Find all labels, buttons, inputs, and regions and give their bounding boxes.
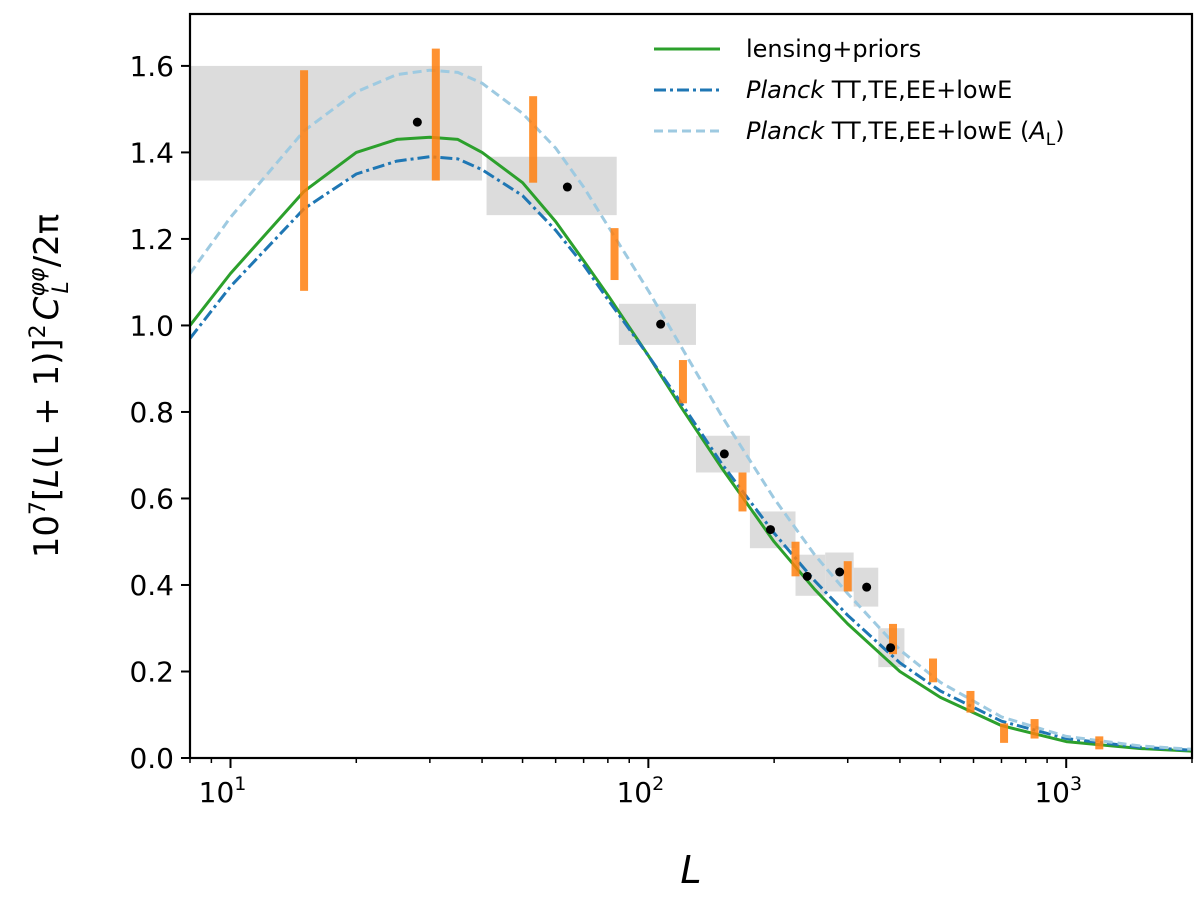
x-tick-label-base-0: 10 (199, 776, 235, 809)
legend-label-lensing-priors-text: lensing+priors (746, 35, 921, 63)
orange-errorbar-6 (791, 541, 800, 577)
y-axis-label: 107[L(L + 1)]2CφφL/2π (25, 214, 74, 559)
orange-errorbar-9 (929, 658, 938, 683)
orange-errorbar-11 (1000, 723, 1009, 743)
data-point-5 (802, 571, 812, 581)
orange-errorbar-4 (678, 360, 687, 404)
orange-errorbar-5 (738, 472, 747, 512)
orange-errorbar-1 (431, 48, 440, 181)
orange-errorbar-3 (610, 228, 619, 281)
data-point-3 (719, 449, 729, 459)
data-points-layer (412, 117, 896, 653)
legend-label-planck-text: TT,TE,EE+lowE (824, 76, 1012, 104)
y-label-cl-sup: φφ (25, 267, 50, 297)
legend-label-planck-al-var: A (1027, 117, 1045, 145)
x-tick-label-exp-2: 3 (1070, 773, 1082, 795)
data-point-6 (835, 567, 845, 577)
x-axis-label: L (680, 848, 701, 892)
legend-label-planck-italic: Planck (746, 76, 825, 104)
legend-label-planck-al-close: ) (1055, 117, 1064, 145)
orange-errorbar-12 (1030, 719, 1039, 739)
y-tick-label-7: 1.4 (129, 136, 174, 169)
y-tick-label-3: 0.6 (129, 482, 174, 515)
y-label-prefix: 10 (27, 515, 67, 558)
y-tick-label-0: 0.0 (129, 742, 174, 775)
data-point-2 (656, 319, 666, 329)
legend-label-planck-al-text: TT,TE,EE+lowE ( (824, 117, 1029, 145)
x-tick-label-2: 103 (1034, 773, 1082, 809)
model-curves-layer (190, 68, 1192, 753)
data-point-7 (862, 582, 872, 592)
y-label-tail: /2π (27, 214, 67, 268)
data-point-1 (562, 182, 572, 192)
y-tick-label-5: 1.0 (129, 309, 174, 342)
y-tick-label-4: 0.8 (129, 396, 174, 429)
orange-errorbar-2 (529, 96, 538, 183)
y-label-cl: C (27, 296, 67, 320)
data-point-4 (765, 525, 775, 535)
y-label-paren-open: ( (27, 456, 67, 469)
orange-errorbar-0 (300, 70, 309, 291)
y-tick-label-8: 1.6 (129, 50, 174, 83)
legend-label-planck: Planck TT,TE,EE+lowE (746, 76, 1012, 104)
series-line-lensing (190, 135, 1192, 753)
x-tick-label-1: 102 (616, 773, 664, 809)
legend-label-planck-al-sub: L (1046, 130, 1056, 150)
y-tick-label-6: 1.2 (129, 223, 174, 256)
series-line-planckAL (190, 68, 1192, 751)
legend-label-lensing-priors: lensing+priors (746, 35, 921, 63)
y-label-inner: L + 1 (27, 365, 67, 456)
orange-errorbar-13 (1095, 736, 1104, 750)
orange-errorbar-10 (966, 690, 975, 713)
data-point-0 (412, 117, 422, 127)
plot-frame (188, 12, 1194, 760)
x-tick-label-exp-1: 2 (652, 773, 664, 795)
y-label-bracket-open: [ (27, 488, 67, 501)
orange-errorbar-8 (888, 623, 897, 655)
x-tick-label-base-2: 10 (1034, 776, 1070, 809)
data-point-8 (886, 643, 896, 653)
legend-label-planck-al-italic: Planck (746, 117, 825, 145)
x-tick-label-exp-0: 1 (234, 773, 246, 795)
errorbars-layer (300, 48, 1104, 750)
x-tick-label-base-1: 10 (616, 776, 652, 809)
x-tick-label-0: 101 (199, 773, 247, 809)
series-line-planck (190, 155, 1192, 752)
y-label-paren-close: ) (27, 352, 67, 365)
y-label-bracket-exp: 2 (26, 324, 51, 338)
orange-errorbar-7 (843, 561, 852, 592)
y-tick-label-1: 0.2 (129, 655, 174, 688)
legend-label-planck-al: Planck TT,TE,EE+lowE (AL) (746, 117, 1065, 150)
legend: lensing+priors Planck TT,TE,EE+lowE Plan… (654, 35, 1065, 150)
y-label-prefix-exp: 7 (26, 501, 51, 515)
bin-boxes-layer (190, 65, 905, 668)
y-label-var: L (27, 469, 67, 488)
y-label-bracket-close: ] (27, 338, 67, 351)
y-tick-label-2: 0.4 (129, 569, 174, 602)
y-label-cl-sub: L (49, 281, 74, 293)
